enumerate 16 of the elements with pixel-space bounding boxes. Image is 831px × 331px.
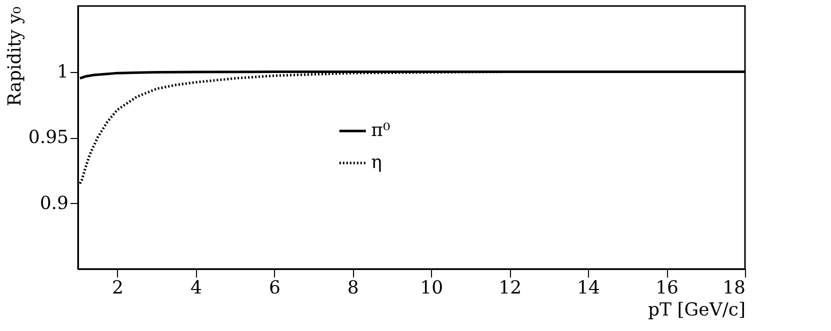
legend-label: π⁰ bbox=[371, 120, 390, 141]
x-tick-label: 12 bbox=[498, 278, 522, 298]
y-tick-label: 0.9 bbox=[40, 192, 68, 214]
y-tick-label: 1 bbox=[57, 61, 68, 82]
y-tick-label: 0.95 bbox=[28, 127, 68, 148]
x-tick-label: 14 bbox=[577, 278, 600, 298]
x-tick-label: 16 bbox=[656, 278, 678, 298]
x-tick-label: 18 bbox=[722, 278, 746, 298]
x-tick-label: 2 bbox=[112, 278, 124, 298]
y-axis-title: Rapidity y₀ bbox=[4, 6, 26, 106]
x-tick-label: 10 bbox=[420, 278, 444, 298]
x-axis-title: pT [GeV/c] bbox=[648, 300, 746, 320]
x-tick-label: 4 bbox=[190, 278, 202, 298]
legend-label: η bbox=[371, 152, 382, 173]
x-tick-label: 8 bbox=[347, 278, 359, 298]
x-tick-label: 6 bbox=[268, 278, 280, 298]
